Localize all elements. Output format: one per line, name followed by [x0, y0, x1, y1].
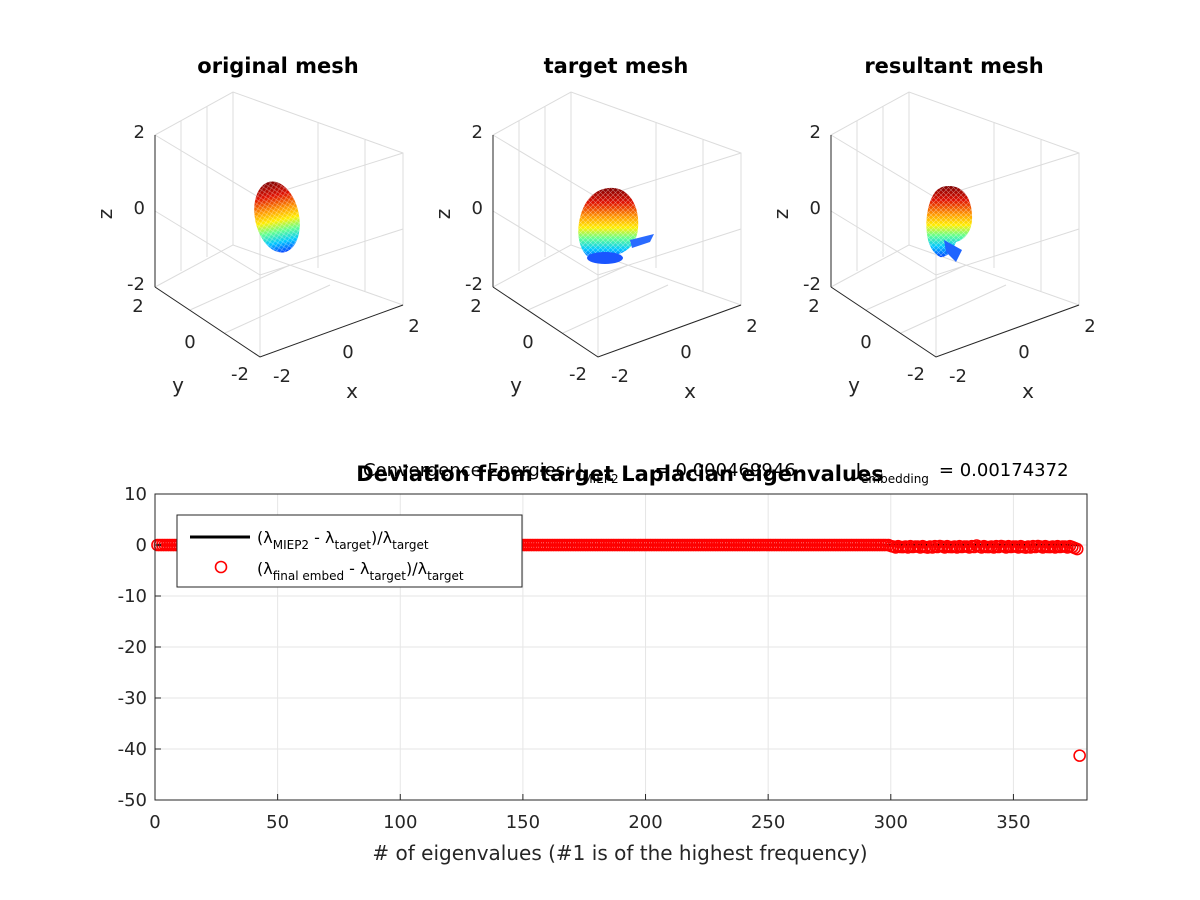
z-tick: -2	[803, 274, 821, 295]
deviation-chart: Convergence Energies: JMIEP2 = 0.00046994…	[118, 460, 1088, 865]
mesh-panel-title: target mesh	[544, 54, 689, 78]
z-tick: 2	[472, 122, 483, 143]
x-axis-label: x	[346, 379, 358, 403]
legend: (λMIEP2 - λtarget)/λtarget (λfinal embed…	[176, 514, 523, 588]
y-tick: -2	[569, 364, 587, 385]
x-tick-label: 200	[628, 812, 662, 833]
z-tick: 2	[810, 122, 821, 143]
y-tick: 0	[860, 332, 871, 353]
convergence-energies: Convergence Energies: JMIEP2 = 0.00046994…	[363, 460, 1069, 486]
data-point	[1070, 542, 1084, 556]
z-tick: 2	[134, 122, 145, 143]
x-tick: 0	[680, 342, 691, 363]
x-axis-label: x	[684, 379, 696, 403]
z-tick: -2	[127, 274, 145, 295]
y-tick: 2	[470, 296, 481, 317]
x-tick: -2	[611, 366, 629, 387]
x-axis-label: # of eigenvalues (#1 is of the highest f…	[372, 841, 867, 865]
z-tick: 0	[134, 198, 145, 219]
y-axis-label: y	[848, 373, 860, 397]
x-tick-label: 0	[149, 812, 160, 833]
y-tick-label: 10	[124, 484, 147, 505]
mesh-panel-original: original mesh 2 0 -2 z 2 0 -2 y -2 0 2 x	[93, 54, 420, 403]
y-tick: 0	[522, 332, 533, 353]
y-tick-label: -50	[118, 790, 147, 811]
x-tick: 2	[408, 316, 419, 337]
mesh-panel-title: resultant mesh	[864, 54, 1043, 78]
x-tick: 2	[746, 316, 757, 337]
z-tick: -2	[465, 274, 483, 295]
x-tick: 0	[1018, 342, 1029, 363]
x-axis-label: x	[1022, 379, 1034, 403]
y-tick: 2	[808, 296, 819, 317]
y-tick: 0	[184, 332, 195, 353]
z-axis-label: z	[769, 209, 793, 220]
y-tick-label: -40	[118, 739, 147, 760]
y-tick-label: -30	[118, 688, 147, 709]
x-tick-label: 350	[996, 812, 1030, 833]
x-tick: -2	[949, 366, 967, 387]
x-tick-label: 50	[266, 812, 289, 833]
data-point	[1073, 749, 1086, 762]
data-point	[967, 540, 981, 554]
legend-box	[176, 514, 523, 588]
x-tick: 0	[342, 342, 353, 363]
x-tick-label: 300	[874, 812, 908, 833]
z-tick: 0	[472, 198, 483, 219]
mesh-panel-title: original mesh	[197, 54, 358, 78]
chart-title: Deviation from target Laplacian eigenval…	[356, 462, 883, 486]
z-axis-label: z	[93, 209, 117, 220]
mesh-panel-target: target mesh 2 0 -2 z 2 0 -2 y -2 0 2 x	[431, 54, 758, 403]
y-axis-label: y	[510, 373, 522, 397]
y-tick: -2	[907, 364, 925, 385]
y-tick: 2	[132, 296, 143, 317]
y-tick-label: 0	[136, 535, 147, 556]
legend-marker-swatch	[214, 560, 228, 574]
z-axis-label: z	[431, 209, 455, 220]
legend-entry-line: (λMIEP2 - λtarget)/λtarget	[257, 528, 429, 552]
legend-entry-markers: (λfinal embed - λtarget)/λtarget	[257, 559, 464, 583]
y-tick: -2	[231, 364, 249, 385]
x-tick-label: 100	[383, 812, 417, 833]
y-tick-label: -20	[118, 637, 147, 658]
x-tick-label: 250	[751, 812, 785, 833]
y-tick-label: -10	[118, 586, 147, 607]
z-tick: 0	[810, 198, 821, 219]
mesh-panel-resultant: resultant mesh 2 0 -2 z 2 0 -2 y -2 0 2 …	[769, 54, 1096, 403]
y-axis-label: y	[172, 373, 184, 397]
x-tick: -2	[273, 366, 291, 387]
x-tick-label: 150	[506, 812, 540, 833]
x-tick: 2	[1084, 316, 1095, 337]
